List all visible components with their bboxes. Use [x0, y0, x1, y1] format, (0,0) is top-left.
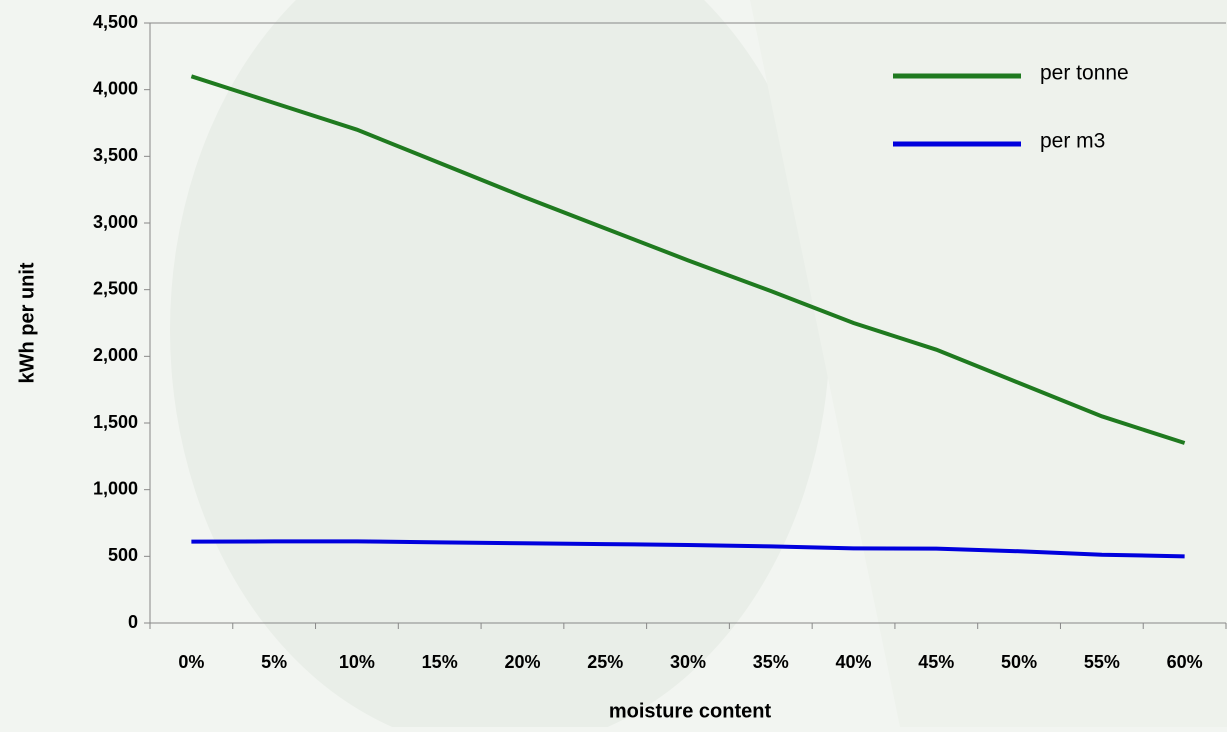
watermark	[750, 0, 1227, 727]
x-tick-label: 40%	[836, 652, 872, 672]
y-tick-label: 500	[108, 545, 138, 565]
x-tick-label: 50%	[1001, 652, 1037, 672]
x-tick-label: 5%	[261, 652, 287, 672]
y-axis-title: kWh per unit	[16, 262, 38, 383]
x-tick-label: 35%	[753, 652, 789, 672]
legend-label: per tonne	[1040, 62, 1129, 85]
x-tick-label: 25%	[587, 652, 623, 672]
y-tick-label: 4,500	[93, 12, 138, 32]
y-tick-label: 3,500	[93, 145, 138, 165]
x-tick-label: 0%	[178, 652, 204, 672]
y-tick-label: 2,500	[93, 278, 138, 298]
series-line	[190, 74, 1186, 445]
y-tick-label: 3,000	[93, 212, 138, 232]
y-tick-label: 0	[128, 612, 138, 632]
x-tick-label: 20%	[504, 652, 540, 672]
x-tick-label: 15%	[422, 652, 458, 672]
legend-label: per m3	[1040, 130, 1105, 153]
y-tick-label: 1,000	[93, 478, 138, 498]
x-tick-label: 60%	[1167, 652, 1203, 672]
x-tick-label: 10%	[339, 652, 375, 672]
x-axis-title: moisture content	[609, 700, 772, 722]
x-tick-label: 55%	[1084, 652, 1120, 672]
x-tick-label: 30%	[670, 652, 706, 672]
x-tick-label: 45%	[918, 652, 954, 672]
series-line	[191, 539, 1185, 559]
watermark	[170, 0, 830, 732]
y-tick-label: 2,000	[93, 345, 138, 365]
y-tick-label: 1,500	[93, 412, 138, 432]
y-tick-label: 4,000	[93, 78, 138, 98]
